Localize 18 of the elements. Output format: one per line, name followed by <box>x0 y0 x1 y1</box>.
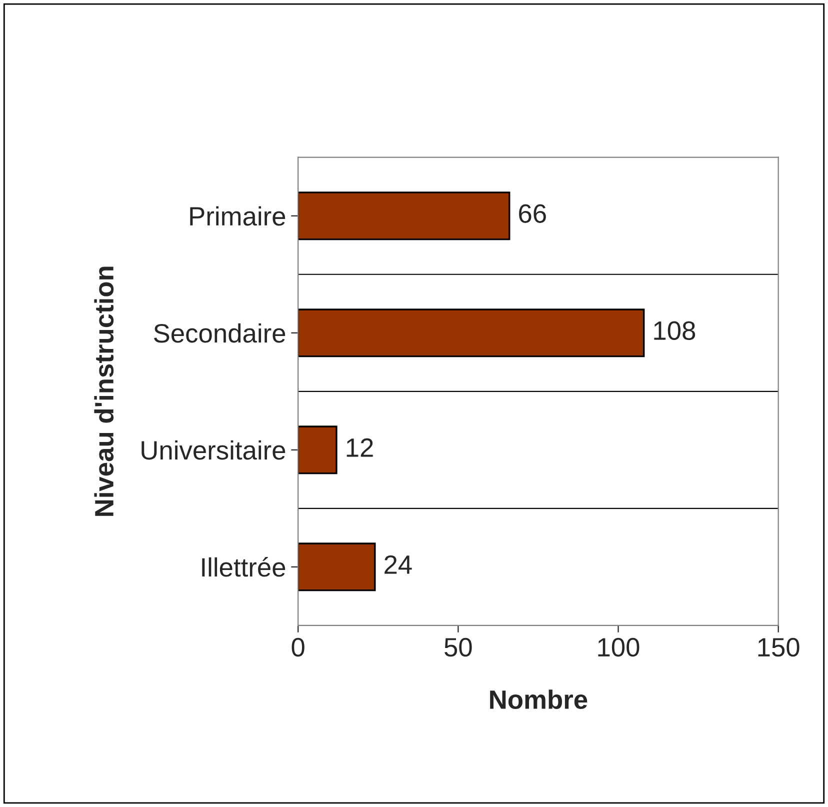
bar <box>298 308 645 358</box>
x-tick-label: 0 <box>292 638 304 657</box>
x-axis-title: Nombre <box>490 690 588 709</box>
y-tick-label: Universitaire <box>142 440 286 460</box>
x-tick-label: 50 <box>444 638 472 657</box>
data-label: 66 <box>519 204 546 223</box>
bar <box>298 542 376 592</box>
x-tick-label: 150 <box>758 638 800 657</box>
data-label: 12 <box>346 438 373 457</box>
y-tick-label: Primaire <box>190 206 286 226</box>
bar <box>298 192 510 240</box>
bar <box>298 426 338 474</box>
data-label: 108 <box>654 321 696 340</box>
y-tick-label: Secondaire <box>154 323 286 343</box>
y-axis-title: Niveau d'instruction <box>94 266 114 516</box>
y-tick-label: Illettrée <box>202 557 286 577</box>
data-label: 24 <box>384 555 412 574</box>
x-tick-label: 100 <box>598 638 640 657</box>
